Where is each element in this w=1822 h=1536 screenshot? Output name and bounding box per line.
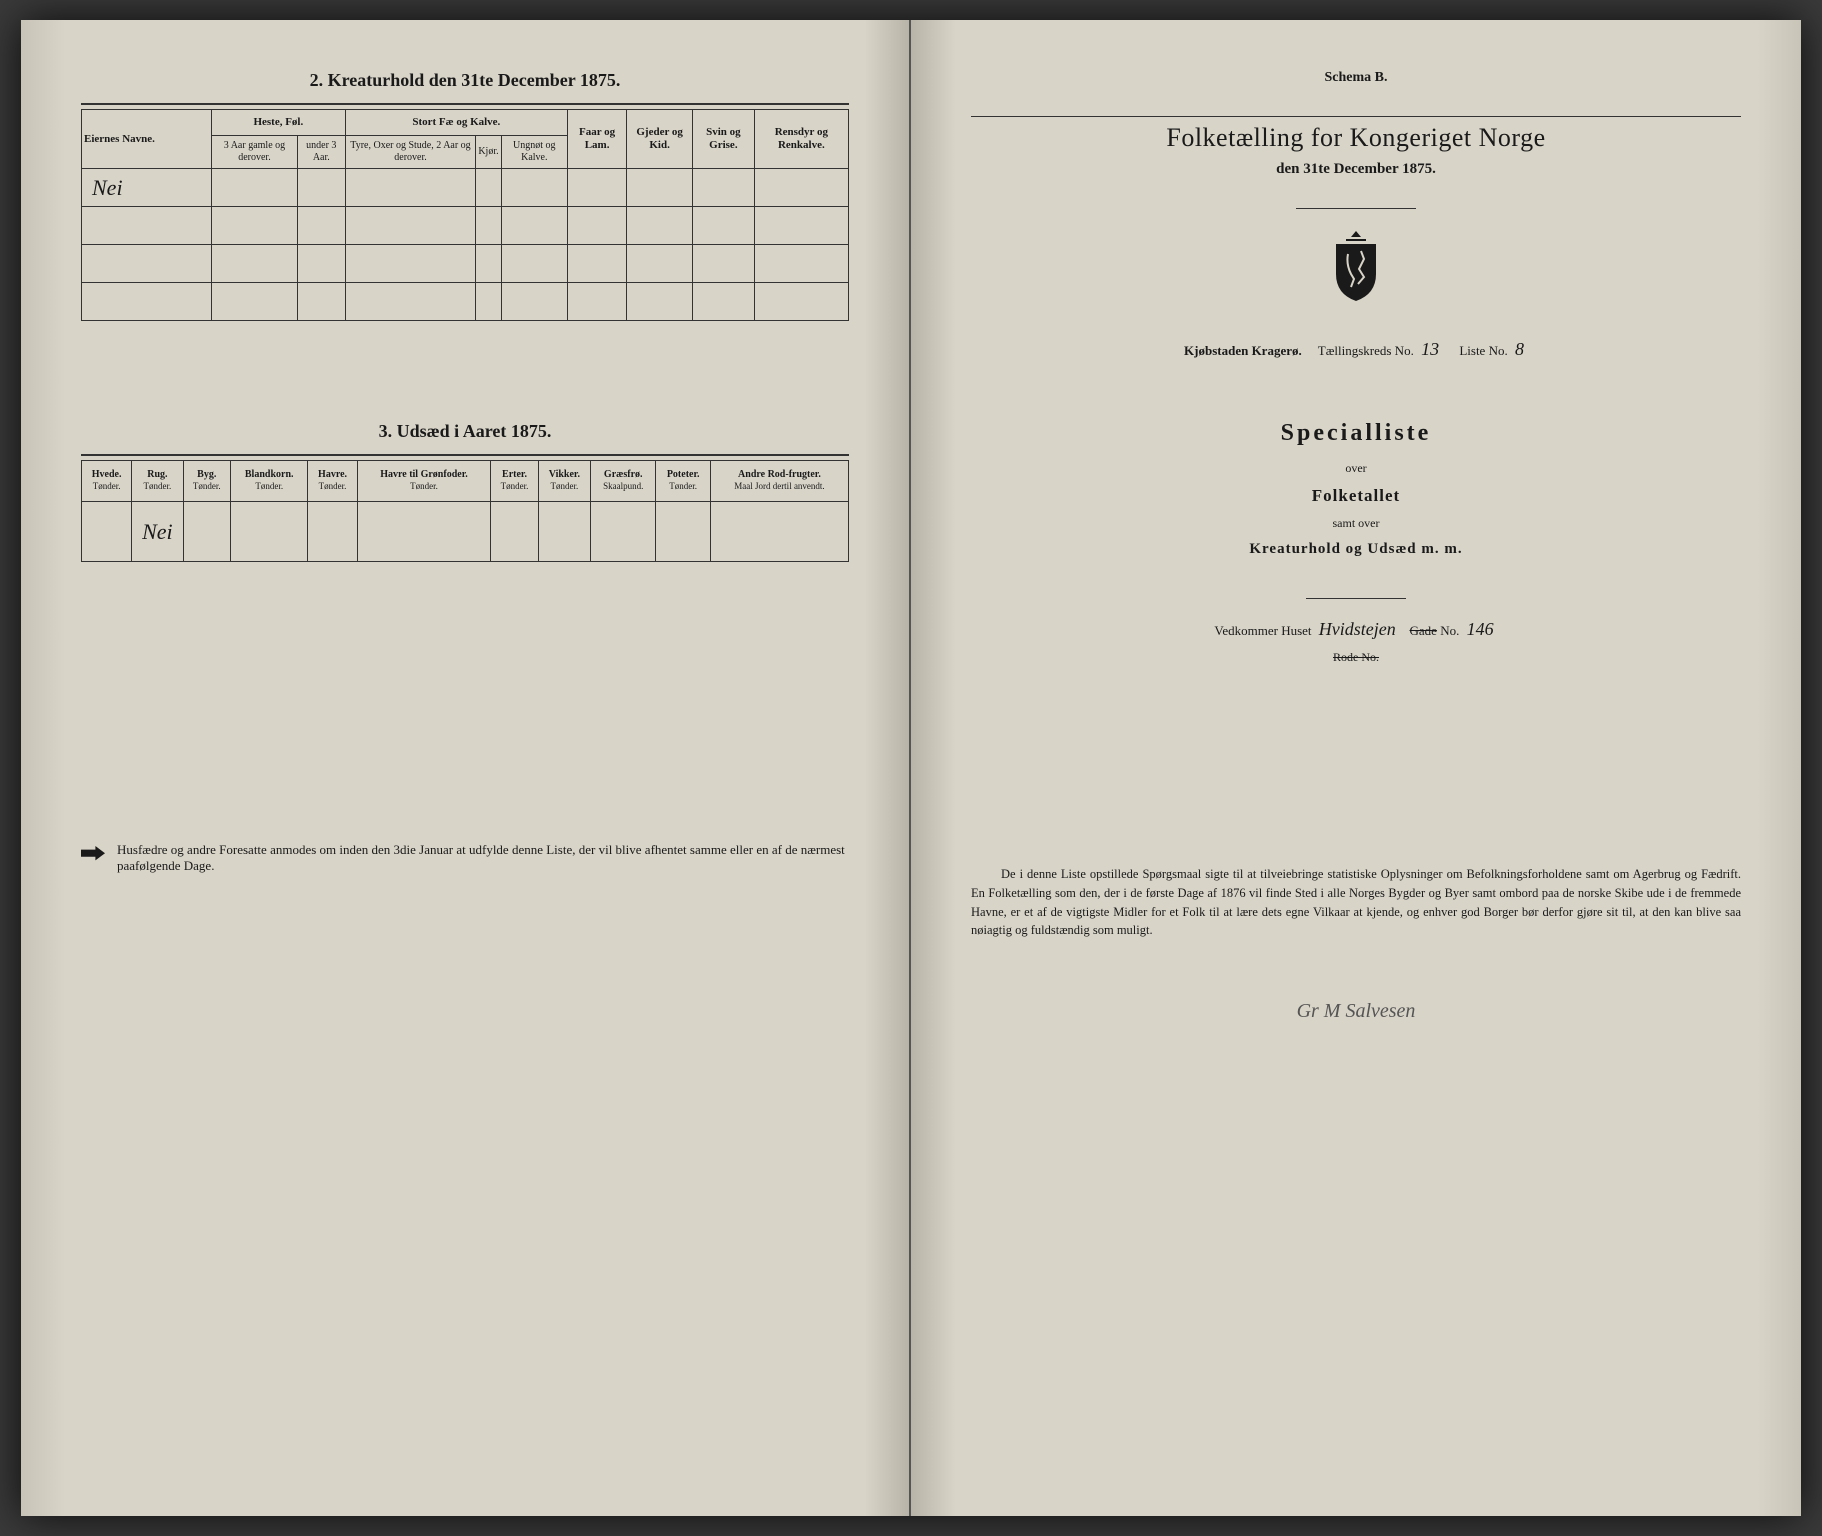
sowing-table: Hvede.Tønder.Rug.Tønder.Byg.Tønder.Bland… [81, 460, 849, 562]
owner-cell: Nei [82, 169, 212, 207]
census-book: 2. Kreaturhold den 31te December 1875. E… [21, 20, 1801, 1516]
left-page: 2. Kreaturhold den 31te December 1875. E… [21, 20, 911, 1516]
schema-label: Schema B. [971, 70, 1741, 86]
section3-title: 3. Udsæd i Aaret 1875. [81, 421, 849, 442]
col-crop: Vikker.Tønder. [538, 461, 590, 502]
town-name: Kjøbstaden Kragerø. [1184, 343, 1302, 358]
col-crop: Poteter.Tønder. [656, 461, 710, 502]
crop-cell [82, 502, 132, 562]
specialliste-title: Specialliste [971, 420, 1741, 447]
divider [1306, 598, 1406, 599]
section2-title: 2. Kreaturhold den 31te December 1875. [81, 70, 849, 91]
pointing-hand-icon [81, 844, 105, 862]
right-page: Schema B. Folketælling for Kongeriget No… [911, 20, 1801, 1516]
vedkommer-label: Vedkommer Huset [1214, 623, 1311, 638]
crop-cell [656, 502, 710, 562]
sub-cattle-1: Tyre, Oxer og Stude, 2 Aar og derover. [345, 136, 476, 169]
col-sheep: Faar og Lam. [567, 110, 626, 169]
col-cattle: Stort Fæ og Kalve. [345, 110, 567, 136]
kreds-label: Tællingskreds No. [1318, 343, 1414, 358]
rode-line: Rode No. [971, 650, 1741, 665]
col-crop: Byg.Tønder. [183, 461, 230, 502]
table-row [82, 207, 849, 245]
col-crop: Græsfrø.Skaalpund. [591, 461, 656, 502]
col-crop: Rug.Tønder. [132, 461, 183, 502]
coat-of-arms-icon [971, 229, 1741, 309]
main-title: Folketælling for Kongeriget Norge [971, 123, 1741, 153]
crop-cell [357, 502, 491, 562]
census-date: den 31te December 1875. [971, 161, 1741, 178]
kreds-value: 13 [1421, 339, 1439, 359]
crop-cell: Nei [132, 502, 183, 562]
gade-no-value: 146 [1467, 619, 1494, 639]
gade-label-struck: Gade [1410, 623, 1437, 638]
table-row [82, 283, 849, 321]
sub-horses-2: under 3 Aar. [297, 136, 345, 169]
col-pigs: Svin og Grise. [693, 110, 755, 169]
livestock-table: Eiernes Navne. Heste, Føl. Stort Fæ og K… [81, 109, 849, 321]
crop-cell [308, 502, 357, 562]
crop-cell [591, 502, 656, 562]
col-crop: Hvede.Tønder. [82, 461, 132, 502]
crop-cell [538, 502, 590, 562]
district-line: Kjøbstaden Kragerø. Tællingskreds No. 13… [971, 339, 1741, 360]
col-owner: Eiernes Navne. [82, 110, 212, 169]
divider [1296, 208, 1416, 209]
footnote: Husfædre og andre Foresatte anmodes om i… [81, 842, 849, 874]
vedkommer-line: Vedkommer Huset Hvidstejen Gade No. 146 [971, 619, 1741, 640]
table-row: Nei [82, 502, 849, 562]
samt-over-label: samt over [971, 516, 1741, 531]
sub-cattle-2: Kjør. [476, 136, 501, 169]
sub-horses-1: 3 Aar gamle og derover. [212, 136, 298, 169]
signature: Gr M Salvesen [971, 1000, 1741, 1023]
col-horses: Heste, Føl. [212, 110, 346, 136]
col-crop: Erter.Tønder. [491, 461, 538, 502]
col-reindeer: Rensdyr og Renkalve. [754, 110, 848, 169]
col-goats: Gjeder og Kid. [627, 110, 693, 169]
liste-value: 8 [1515, 339, 1524, 359]
crop-cell [710, 502, 848, 562]
sub-cattle-3: Ungnøt og Kalve. [501, 136, 567, 169]
col-crop: Havre.Tønder. [308, 461, 357, 502]
col-crop: Andre Rod-frugter.Maal Jord dertil anven… [710, 461, 848, 502]
instructions-paragraph: De i denne Liste opstillede Spørgsmaal s… [971, 865, 1741, 940]
divider [81, 103, 849, 105]
footnote-text: Husfædre og andre Foresatte anmodes om i… [117, 842, 849, 874]
gade-no-label: No. [1440, 623, 1459, 638]
table-row [82, 245, 849, 283]
rode-label-struck: Rode No. [1333, 650, 1379, 664]
over-label: over [971, 461, 1741, 476]
table-row: Nei [82, 169, 849, 207]
liste-label: Liste No. [1459, 343, 1507, 358]
folketallet-label: Folketallet [971, 486, 1741, 506]
col-crop: Blandkorn.Tønder. [230, 461, 308, 502]
kreatur-line: Kreaturhold og Udsæd m. m. [971, 541, 1741, 558]
col-crop: Havre til Grønfoder.Tønder. [357, 461, 491, 502]
crop-cell [183, 502, 230, 562]
house-name-value: Hvidstejen [1319, 619, 1396, 639]
crop-cell [230, 502, 308, 562]
divider [81, 454, 849, 456]
crop-cell [491, 502, 538, 562]
